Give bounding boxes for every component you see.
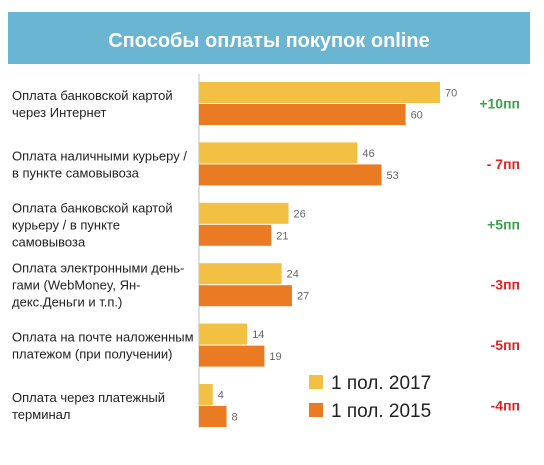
bar-series-2015 xyxy=(199,164,382,186)
bar-series-2017 xyxy=(199,263,282,285)
category-label: Оплата на почте наложенным xyxy=(12,330,194,345)
change-annotation: -3пп xyxy=(491,277,520,293)
category-label: Оплата наличными курьеру / xyxy=(12,148,187,163)
category-label: платежом (при получении) xyxy=(12,347,173,362)
category-label: Оплата банковской картой xyxy=(12,200,173,215)
data-label: 70 xyxy=(445,88,457,100)
title-bar xyxy=(8,12,530,64)
category-label: самовывоза xyxy=(12,234,86,249)
legend: 1 пол. 2017 1 пол. 2015 xyxy=(309,373,431,422)
bar-series-2015 xyxy=(199,224,272,246)
legend-label: 1 пол. 2017 xyxy=(331,373,431,394)
change-annotation: +5пп xyxy=(487,216,520,232)
category-label: терминал xyxy=(12,407,70,422)
category-label: гами (WebMoney, Ян- xyxy=(12,278,141,293)
data-label: 4 xyxy=(218,390,224,402)
category-label: в пункте самовывоза xyxy=(12,165,140,180)
data-label: 60 xyxy=(411,110,423,122)
change-annotation: -4пп xyxy=(491,398,520,414)
bar-series-2017 xyxy=(199,323,248,345)
data-label: 19 xyxy=(269,351,281,363)
data-label: 24 xyxy=(287,269,299,281)
category-label: Оплата банковской картой xyxy=(12,88,173,103)
bar-series-2015 xyxy=(199,285,292,307)
category-label: Оплата через платежный xyxy=(12,390,165,405)
legend-swatch xyxy=(309,403,323,417)
bar-series-2017 xyxy=(199,82,440,103)
legend-swatch xyxy=(309,375,323,389)
data-label: 8 xyxy=(232,412,238,424)
category-label: декс.Деньги и т.п.) xyxy=(12,295,122,310)
bar-series-2017 xyxy=(199,384,213,405)
chart-title: Способы оплаты покупок online xyxy=(108,30,430,52)
category-label: Оплата электронными день- xyxy=(12,261,184,276)
bars-layer: Оплата банковской картой через Интернет 70… xyxy=(12,82,520,427)
data-label: 53 xyxy=(386,170,398,182)
bar-series-2015 xyxy=(199,104,406,125)
data-label: 21 xyxy=(276,230,288,242)
data-label: 26 xyxy=(294,208,306,220)
legend-label: 1 пол. 2015 xyxy=(331,401,431,422)
change-annotation: -5пп xyxy=(491,337,520,353)
bar-series-2015 xyxy=(199,345,265,367)
change-annotation: +10пп xyxy=(479,96,520,112)
bar-series-2015 xyxy=(199,406,227,427)
category-label: через Интернет xyxy=(12,105,107,120)
bar-series-2017 xyxy=(199,142,358,164)
data-label: 46 xyxy=(362,148,374,160)
category-label: курьеру / в пункте xyxy=(12,217,120,232)
data-label: 14 xyxy=(252,329,264,341)
change-annotation: - 7пп xyxy=(487,156,520,172)
data-label: 27 xyxy=(297,291,309,303)
bar-series-2017 xyxy=(199,202,289,224)
